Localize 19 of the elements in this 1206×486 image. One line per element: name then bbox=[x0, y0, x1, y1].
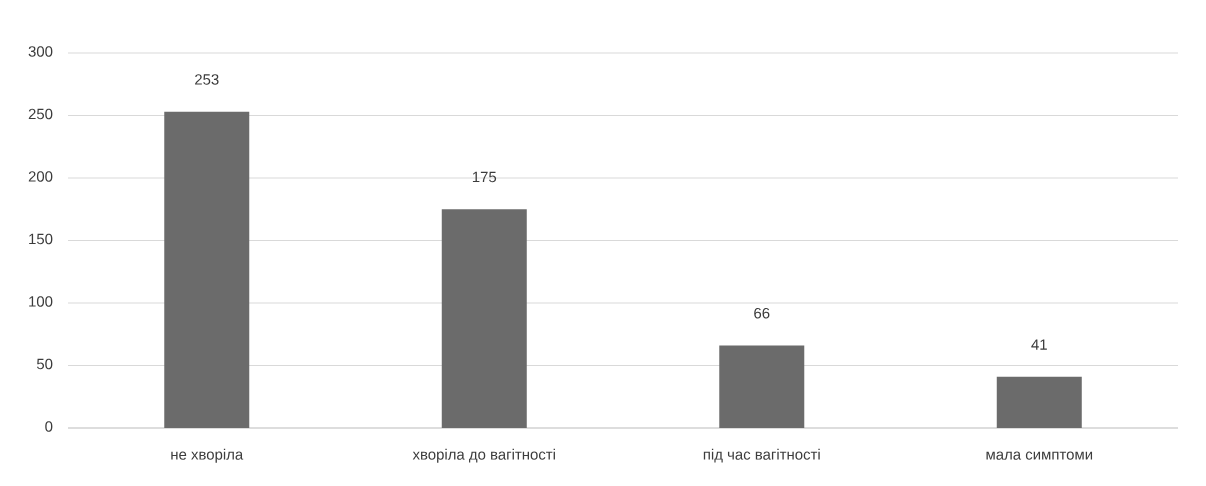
data-label: 41 bbox=[1031, 339, 1047, 350]
y-tick-label: 200 bbox=[28, 171, 53, 182]
y-tick-label: 300 bbox=[28, 46, 53, 57]
y-tick-label: 100 bbox=[29, 296, 53, 307]
bar bbox=[719, 345, 805, 428]
data-label: 66 bbox=[754, 307, 770, 319]
bar bbox=[441, 209, 527, 428]
y-tick-label: 250 bbox=[28, 108, 53, 120]
data-label: 175 bbox=[472, 171, 497, 183]
y-tick-label: 50 bbox=[36, 358, 53, 370]
x-tick-label: під час вагітності bbox=[703, 448, 820, 463]
x-tick-label: не хворіла bbox=[171, 448, 244, 463]
data-label: 253 bbox=[195, 74, 219, 85]
y-tick-label: 150 bbox=[29, 233, 53, 245]
x-tick-label: хворіла до вагітності bbox=[412, 448, 555, 463]
bar bbox=[164, 111, 250, 428]
y-tick-label: 0 bbox=[45, 421, 53, 432]
bar bbox=[996, 376, 1082, 428]
x-tick-label: мала симптоми bbox=[986, 451, 1093, 460]
